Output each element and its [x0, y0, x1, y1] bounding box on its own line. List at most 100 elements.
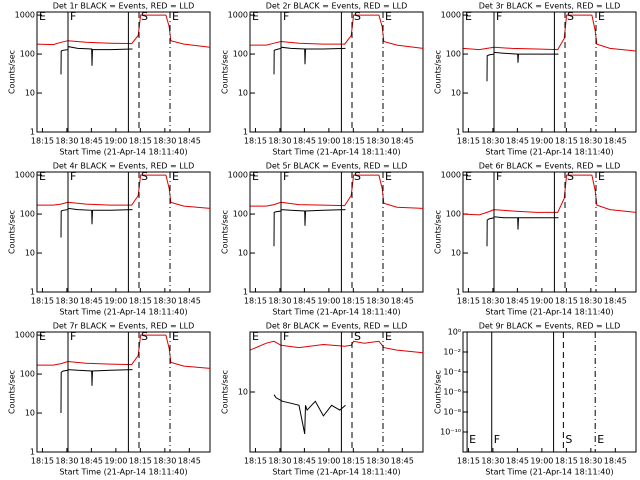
x-tick-label: 18:30 [153, 457, 176, 466]
x-tick-label: 18:30 [268, 297, 291, 306]
panel: Det 4r BLACK = Events, RED = LLD Start Ti… [8, 162, 211, 317]
y-axis-label: Counts/sec [434, 370, 443, 414]
series-line [60, 369, 133, 414]
x-tick-label: 18:30 [55, 457, 78, 466]
panel: Det 8r BLACK = Events, RED = LLD Start Ti… [221, 322, 424, 477]
series-line [462, 174, 637, 216]
panel-title: Det 8r BLACK = Events, RED = LLD [266, 322, 408, 331]
y-axis-label: Counts/sec [8, 370, 17, 414]
x-tick-label: 18:45 [293, 297, 316, 306]
panel: Det 9r BLACK = Events, RED = LLD Start Ti… [434, 322, 637, 477]
x-tick-label: 18:15 [31, 457, 54, 466]
plot-frame [462, 11, 637, 133]
x-tick-label: 18:30 [55, 297, 78, 306]
x-tick-label: 19:00 [317, 137, 340, 146]
marker-label: F [496, 170, 502, 183]
x-tick-label: 18:45 [80, 137, 103, 146]
marker-label: S [567, 10, 574, 23]
marker-label: F [283, 330, 289, 343]
y-tick-label: 10 [451, 89, 461, 98]
x-tick-label: 18:30 [268, 137, 291, 146]
panel-title: Det 7r BLACK = Events, RED = LLD [53, 322, 195, 331]
marker-label: S [141, 330, 148, 343]
plot-frame [36, 11, 211, 133]
x-tick-label: 18:15 [555, 137, 578, 146]
y-tick-label: 100 [20, 370, 35, 379]
y-tick-label: 10 [25, 409, 35, 418]
series-line [273, 394, 346, 434]
marker-label: F [70, 10, 76, 23]
marker-label: S [141, 10, 148, 23]
marker-label: E [598, 10, 605, 23]
x-tick-label: 18:15 [457, 297, 480, 306]
y-axis-label: Counts/sec [434, 210, 443, 254]
y-tick-label: 10⁻⁸ [443, 408, 461, 417]
x-tick-label: 18:15 [129, 297, 152, 306]
marker-label: E [39, 10, 46, 23]
x-axis-label: Start Time (21-Apr-14 18:11:40) [59, 468, 187, 477]
x-tick-label: 18:45 [604, 457, 627, 466]
y-tick-label: 10 [25, 249, 35, 258]
plot-frame [36, 171, 211, 293]
panel-title: Det 3r BLACK = Events, RED = LLD [479, 2, 621, 11]
y-tick-label: 1 [456, 128, 461, 137]
marker-label: F [70, 330, 76, 343]
y-tick-label: 100 [20, 210, 35, 219]
x-tick-label: 18:45 [391, 297, 414, 306]
x-tick-label: 18:30 [481, 457, 504, 466]
x-tick-label: 18:30 [579, 457, 602, 466]
x-tick-label: 18:15 [555, 457, 578, 466]
x-tick-label: 18:45 [293, 457, 316, 466]
y-tick-label: 10⁰ [448, 328, 461, 337]
marker-label: E [39, 330, 46, 343]
marker-label: F [283, 10, 289, 23]
series-line [273, 209, 346, 247]
x-axis-label: Start Time (21-Apr-14 18:11:40) [485, 468, 613, 477]
x-axis-label: Start Time (21-Apr-14 18:11:40) [272, 148, 400, 157]
y-tick-label: 10⁻² [443, 348, 461, 357]
panel-title: Det 5r BLACK = Events, RED = LLD [266, 162, 408, 171]
y-tick-label: 1000 [15, 171, 35, 180]
y-tick-label: 100 [20, 50, 35, 59]
x-tick-label: 18:30 [366, 137, 389, 146]
y-tick-label: 10⁻⁶ [443, 388, 461, 397]
x-tick-label: 18:15 [244, 137, 267, 146]
x-tick-label: 18:45 [391, 457, 414, 466]
marker-label: E [465, 170, 472, 183]
x-tick-label: 18:15 [129, 137, 152, 146]
series-line [250, 174, 424, 209]
x-tick-label: 18:45 [506, 457, 529, 466]
y-tick-label: 1 [243, 288, 248, 297]
marker-label: S [354, 330, 361, 343]
x-tick-label: 18:45 [506, 297, 529, 306]
panel: Det 3r BLACK = Events, RED = LLD Start Ti… [434, 2, 637, 157]
y-tick-label: 100 [233, 210, 248, 219]
marker-label: E [385, 10, 392, 23]
plot-frame [249, 171, 424, 293]
plot-frame [249, 11, 424, 133]
x-tick-label: 18:30 [579, 137, 602, 146]
y-axis-label: Counts/sec [434, 50, 443, 94]
marker-label: E [172, 170, 179, 183]
y-tick-label: 1 [30, 448, 35, 457]
x-tick-label: 19:00 [104, 457, 127, 466]
x-tick-label: 19:00 [530, 457, 553, 466]
panel: Det 5r BLACK = Events, RED = LLD Start Ti… [221, 162, 424, 317]
y-tick-label: 10 [238, 388, 248, 397]
plot-frame [462, 331, 637, 453]
x-tick-label: 18:30 [481, 297, 504, 306]
marker-label: F [283, 170, 289, 183]
y-tick-label: 10 [451, 249, 461, 258]
panel-title: Det 9r BLACK = Events, RED = LLD [479, 322, 621, 331]
y-tick-label: 10 [238, 249, 248, 258]
y-tick-label: 10 [238, 89, 248, 98]
series-line [486, 216, 559, 247]
plot-frame [36, 331, 211, 453]
marker-label: E [385, 330, 392, 343]
y-axis-label: Counts/sec [221, 210, 230, 254]
x-tick-label: 19:00 [104, 297, 127, 306]
x-tick-label: 19:00 [530, 137, 553, 146]
plot-frame [462, 171, 637, 293]
x-tick-label: 18:15 [342, 137, 365, 146]
marker-label: E [465, 10, 472, 23]
